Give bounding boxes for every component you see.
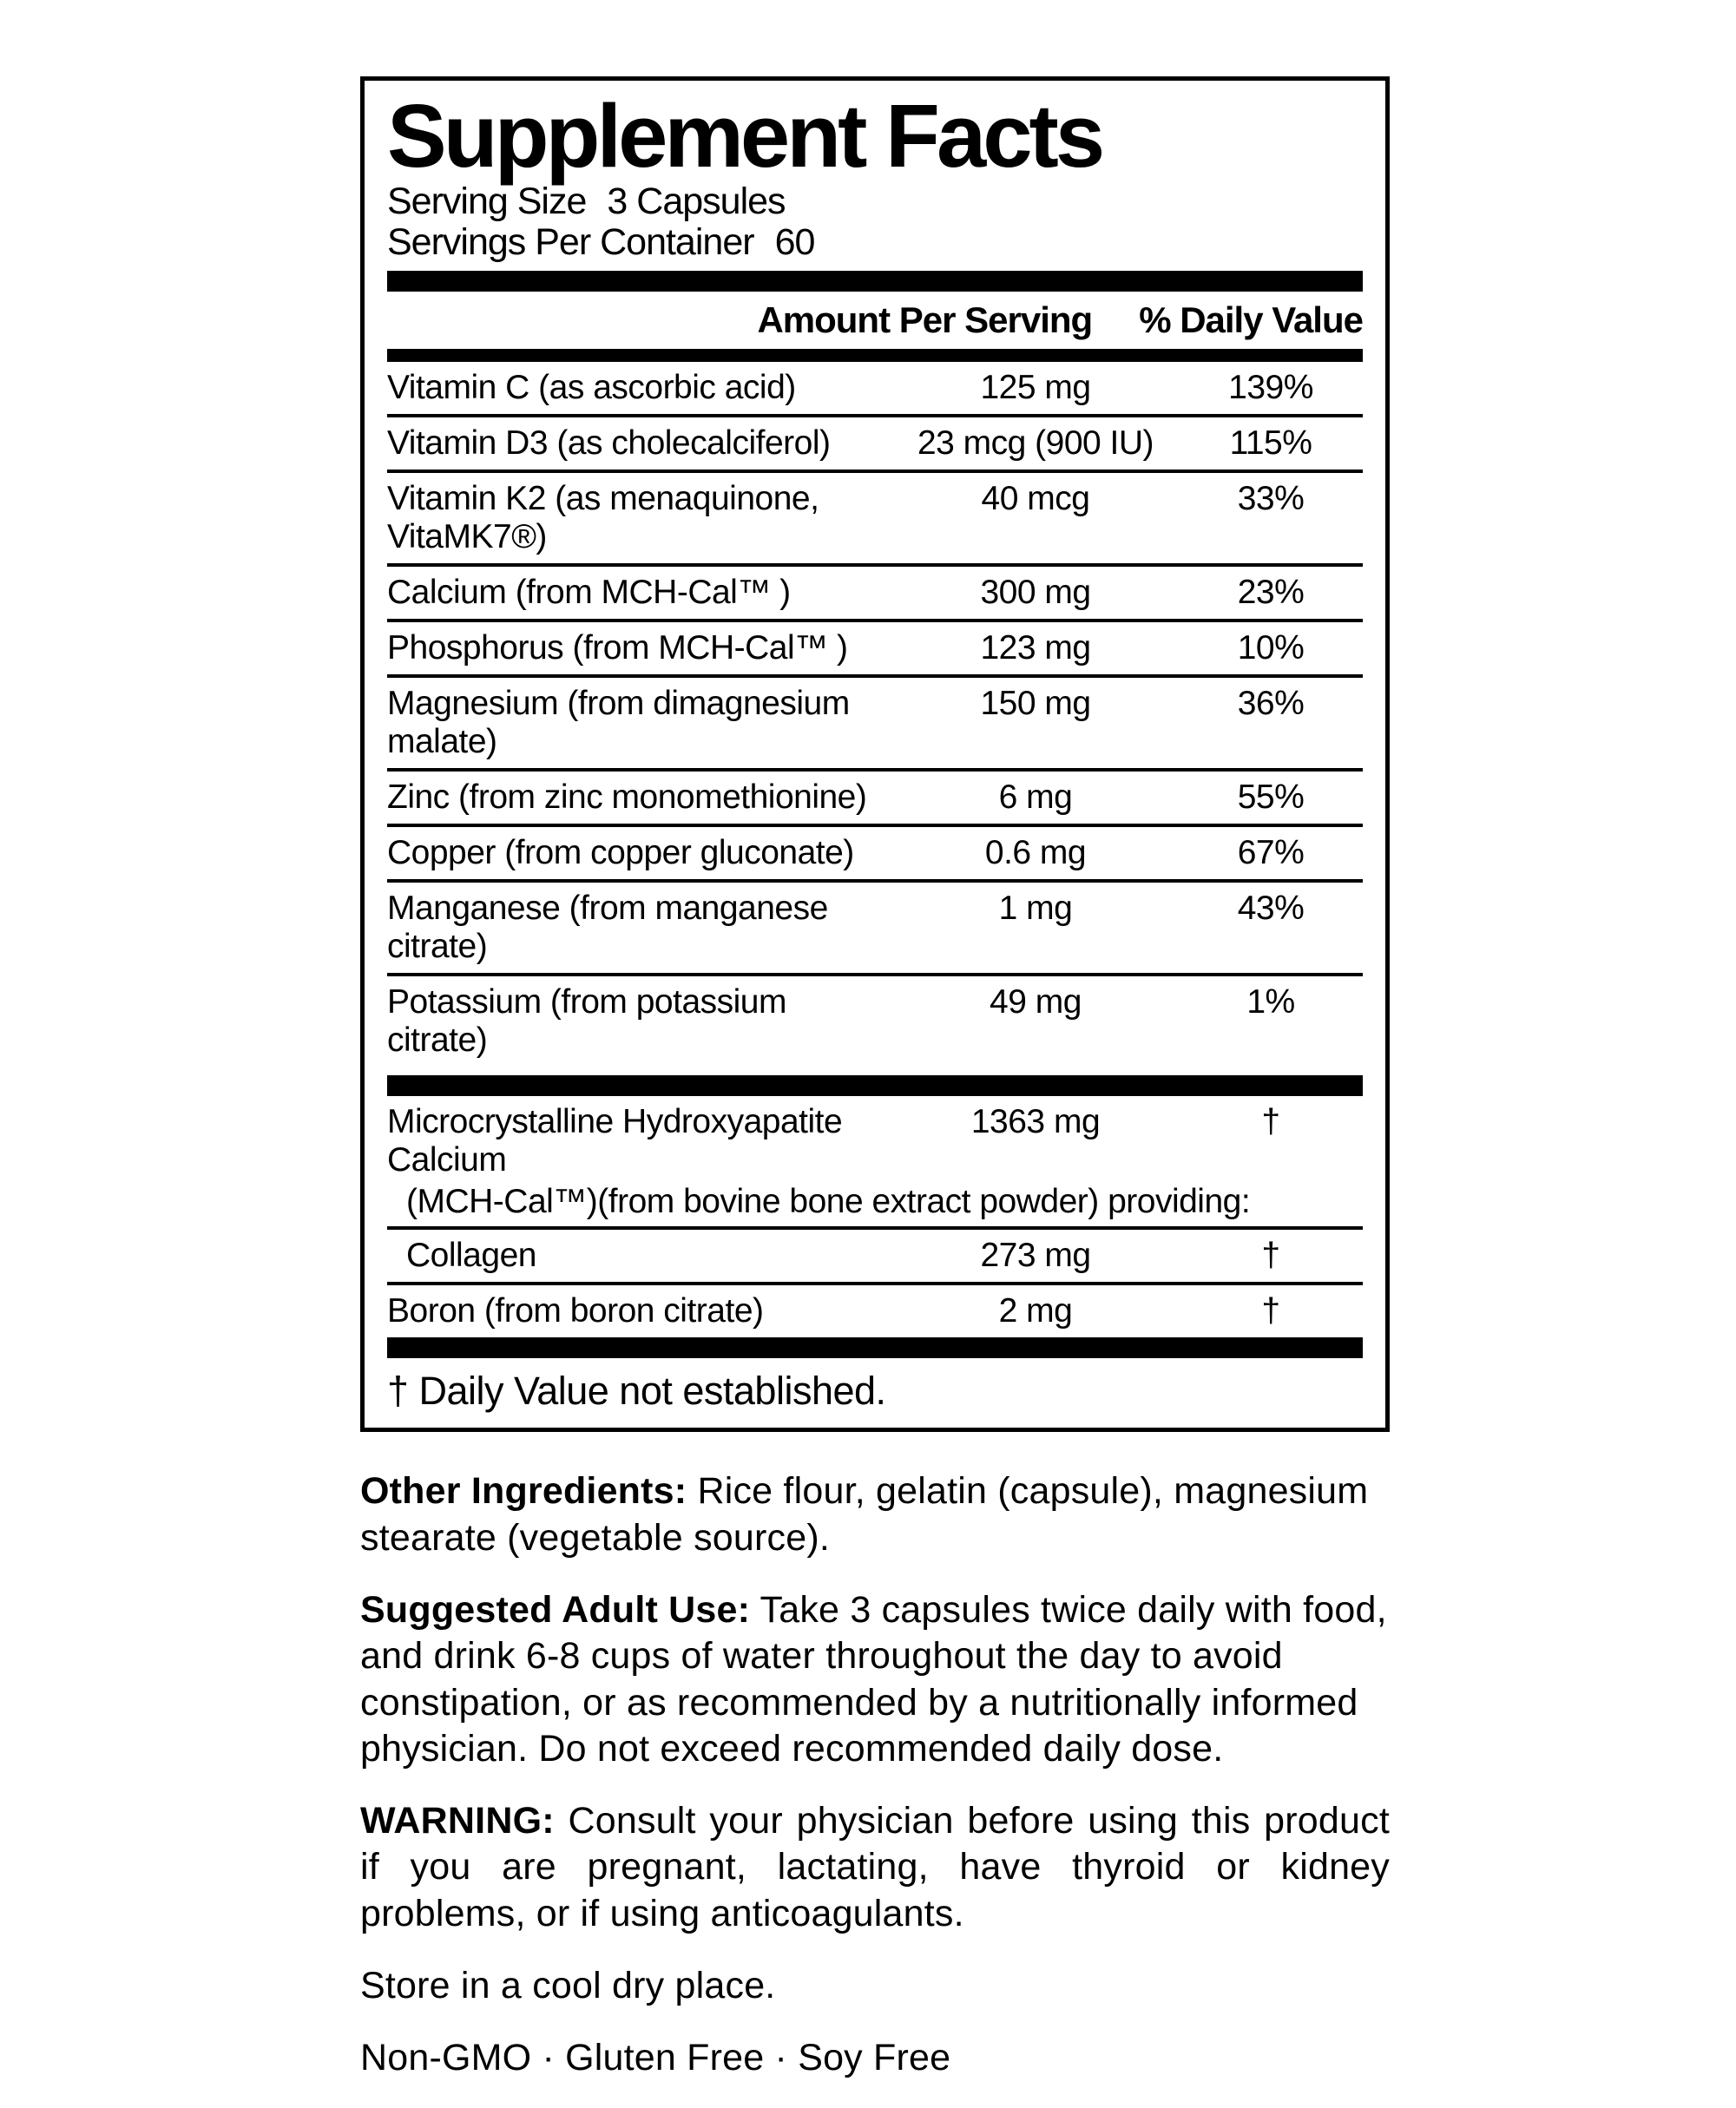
divider-thick-top [387,271,1363,292]
nutrient-name: Phosphorus (from MCH-Cal™ ) [387,629,848,667]
nutrient-dv: 1% [1246,983,1295,1021]
nutrient-dv: 139% [1228,369,1313,407]
nutrient-dv: 55% [1237,778,1305,817]
mch-row: Microcrystalline Hydroxyapatite Calcium … [387,1096,1363,1226]
nutrient-amount: 123 mg [980,629,1091,667]
nutrient-dv: 23% [1237,574,1305,612]
nutrient-row-collagen: Collagen 273 mg † [387,1226,1363,1282]
nutrient-amount: 6 mg [998,778,1073,817]
nutrient-row-manganese: Manganese (from manganese citrate) 1 mg … [387,879,1363,973]
warning-label: WARNING: [360,1800,555,1842]
divider-thick-mch [387,1075,1363,1097]
percent-daily-value-header: % Daily Value [1139,299,1364,341]
nutrient-dv: 115% [1229,424,1312,463]
nutrient-amount: 273 mg [980,1237,1091,1275]
servings-per-container-line: Servings Per Container 60 [387,223,1363,262]
storage-instruction: Store in a cool dry place. [360,1965,776,2007]
divider-medium-header [387,349,1363,363]
serving-size-line: Serving Size 3 Capsules [387,181,1363,222]
nutrient-name: Vitamin D3 (as cholecalciferol) [387,424,831,463]
mch-amount: 1363 mg [970,1103,1101,1141]
divider-thick-bottom [387,1337,1363,1359]
nutrient-row-vitamin-d3: Vitamin D3 (as cholecalciferol) 23 mcg (… [387,414,1363,470]
other-ingredients-paragraph: Other Ingredients: Rice flour, gelatin (… [360,1468,1390,1561]
nutrient-amount: 40 mcg [981,480,1090,518]
nutrient-name: Potassium (from potassium citrate) [387,983,786,1060]
other-ingredients-text: Rice flour, gelatin (capsule), magnesium… [360,1470,1369,1559]
columns-header: Amount Per Serving % Daily Value [387,292,1364,349]
mch-dv: † [1261,1103,1280,1141]
info-section: Other Ingredients: Rice flour, gelatin (… [360,1468,1390,2081]
nutrient-name: Manganese (from manganese citrate) [387,890,828,966]
servings-per-container-value: 60 [774,221,816,264]
nutrient-amount: 2 mg [998,1292,1073,1330]
supplement-label-page: Supplement Facts Serving Size 3 Capsules … [360,76,1390,2079]
nutrient-row-magnesium: Magnesium (from dimagnesium malate) 150 … [387,674,1363,768]
label-column: Supplement Facts Serving Size 3 Capsules … [360,76,1390,2108]
mch-source-line: (MCH-Cal™)(from bovine bone extract powd… [406,1183,1251,1221]
dietary-badges: Non-GMO · Gluten Free · Soy Free [360,2037,951,2079]
nutrient-name: Boron (from boron citrate) [387,1292,764,1330]
nutrient-name: Calcium (from MCH-Cal™ ) [387,574,791,612]
nutrient-amount: 49 mg [990,983,1082,1021]
supplement-facts-panel: Supplement Facts Serving Size 3 Capsules … [360,76,1390,1433]
nutrient-row-potassium: Potassium (from potassium citrate) 49 mg… [387,973,1363,1067]
suggested-use-label: Suggested Adult Use: [360,1588,751,1631]
nutrient-row-boron: Boron (from boron citrate) 2 mg † [387,1282,1363,1337]
nutrient-name: Vitamin K2 (as menaquinone, VitaMK7®) [387,480,819,556]
nutrient-dv: 10% [1237,629,1305,667]
nutrient-dv: 36% [1237,685,1305,723]
nutrient-dv: 67% [1237,834,1305,872]
warning-paragraph: WARNING: Consult your physician before u… [360,1798,1390,1937]
nutrient-rows: Vitamin C (as ascorbic acid) 125 mg 139%… [387,362,1363,1067]
servings-per-container-label: Servings Per Container [387,221,755,264]
nutrient-row-zinc: Zinc (from zinc monomethionine) 6 mg 55% [387,768,1363,824]
panel-title: Supplement Facts [387,86,1105,186]
serving-size-value: 3 Capsules [607,181,786,222]
daily-value-footnote: † Daily Value not established. [387,1369,886,1414]
nutrient-name: Collagen [406,1237,536,1275]
nutrient-amount: 300 mg [980,574,1091,612]
suggested-use-paragraph: Suggested Adult Use: Take 3 capsules twi… [360,1587,1390,1772]
nutrient-row-copper: Copper (from copper gluconate) 0.6 mg 67… [387,824,1363,879]
serving-size-label: Serving Size [387,181,587,222]
nutrient-dv: † [1261,1237,1280,1275]
nutrient-row-phosphorus: Phosphorus (from MCH-Cal™ ) 123 mg 10% [387,619,1363,674]
nutrient-name: Magnesium (from dimagnesium malate) [387,685,850,761]
nutrient-name: Vitamin C (as ascorbic acid) [387,369,796,407]
nutrient-name: Copper (from copper gluconate) [387,834,854,872]
nutrient-amount: 1 mg [998,890,1073,928]
mch-name: Microcrystalline Hydroxyapatite Calcium [387,1103,843,1179]
nutrient-row-calcium: Calcium (from MCH-Cal™ ) 300 mg 23% [387,563,1363,619]
amount-per-serving-header: Amount Per Serving [757,299,1093,341]
nutrient-dv: 33% [1237,480,1305,518]
other-ingredients-label: Other Ingredients: [360,1470,687,1513]
nutrient-amount: 125 mg [980,369,1091,407]
nutrient-name: Zinc (from zinc monomethionine) [387,778,867,817]
nutrient-row-vitamin-c: Vitamin C (as ascorbic acid) 125 mg 139% [387,362,1363,414]
nutrient-amount: 23 mcg (900 IU) [917,424,1154,463]
nutrient-row-vitamin-k2: Vitamin K2 (as menaquinone, VitaMK7®) 40… [387,470,1363,563]
nutrient-amount: 0.6 mg [984,834,1087,872]
nutrient-dv: † [1261,1292,1280,1330]
nutrient-dv: 43% [1237,890,1305,928]
nutrient-amount: 150 mg [980,685,1091,723]
